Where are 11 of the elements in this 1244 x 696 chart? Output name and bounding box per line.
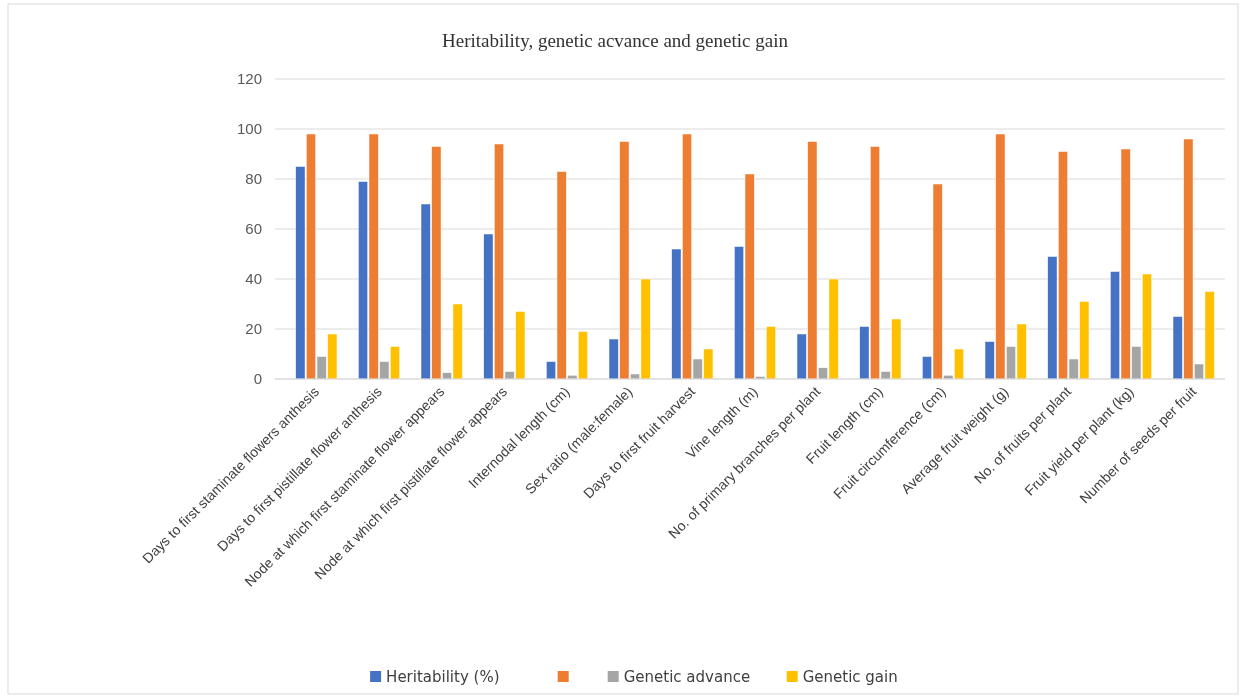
y-tick-label: 20	[245, 320, 262, 338]
y-tick-label: 60	[245, 220, 262, 238]
y-tick-label: 100	[236, 120, 262, 138]
legend-label: Heritability (%)	[386, 668, 500, 686]
y-tick-label: 80	[245, 170, 262, 188]
legend-label: Genetic advance	[623, 668, 751, 686]
chart-title: Heritability, genetic acvance and genetic gain	[442, 30, 789, 51]
y-tick-label: 40	[245, 270, 262, 288]
y-tick-label: 120	[236, 70, 262, 88]
legend-label: Genetic gain	[802, 668, 898, 686]
y-tick-label: 0	[253, 370, 262, 388]
